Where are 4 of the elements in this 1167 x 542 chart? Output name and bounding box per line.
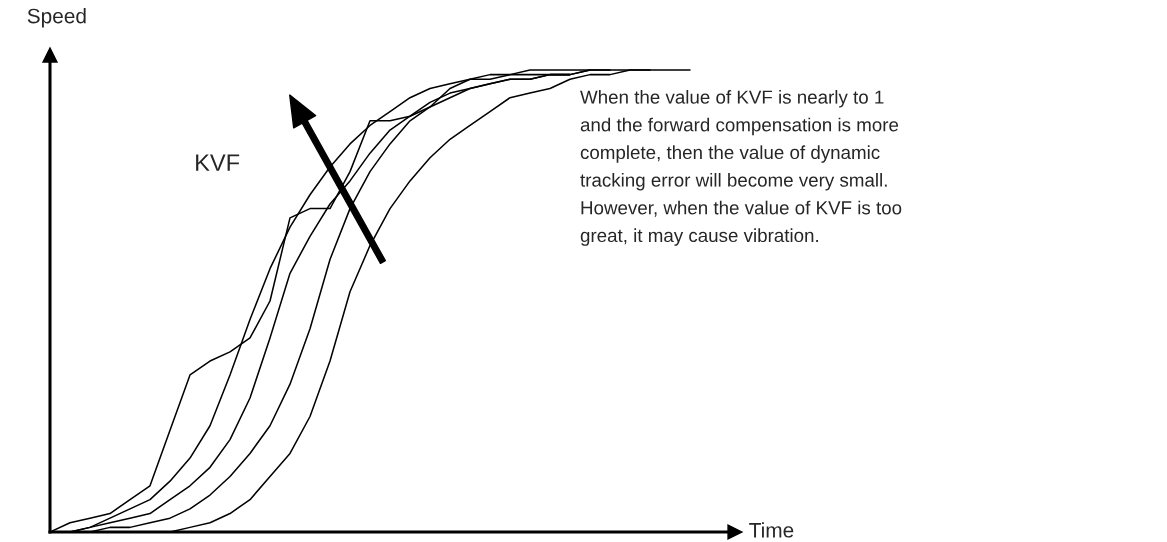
annotation: KVF [196, 154, 240, 171]
x-axis-title: Time [749, 522, 794, 538]
y-axis-title: Speed [27, 8, 86, 28]
annotation: When the value of KVF is nearly to 1 and the forward compensation is more complete, then the value of dynamic tracking error will become very small. However, when the value of KVF is too great, it may cause vibration. [580, 90, 902, 246]
